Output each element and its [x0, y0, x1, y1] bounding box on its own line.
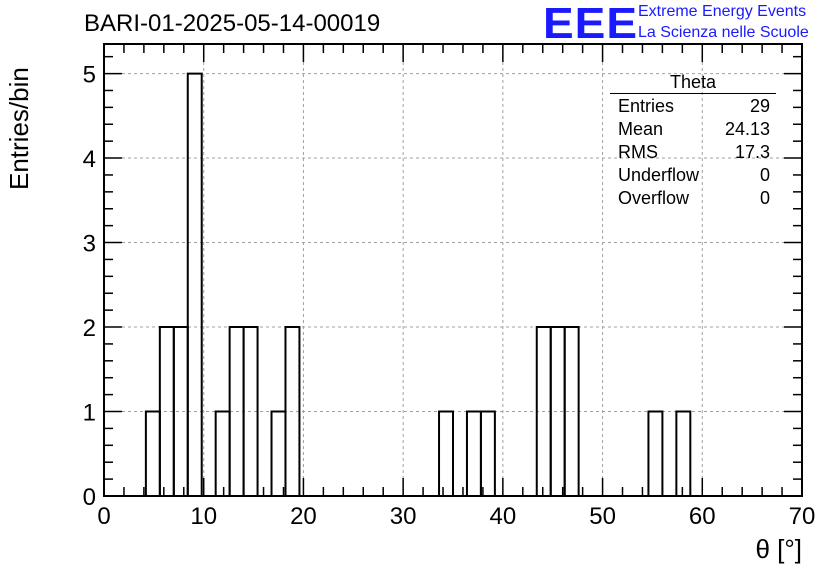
stats-label: Overflow	[618, 188, 690, 208]
stats-label: Mean	[618, 119, 664, 139]
stats-title: Theta	[610, 72, 776, 94]
stats-row-mean: Mean 24.13	[610, 118, 776, 141]
stats-value: 0	[759, 188, 770, 208]
histogram-bins	[144, 72, 692, 496]
x-tick-label: 50	[589, 503, 616, 530]
stats-value: 17.3	[734, 142, 770, 162]
stats-row-overflow: Overflow 0	[610, 187, 776, 210]
histogram-bin	[647, 410, 664, 496]
y-tick-label: 0	[83, 484, 96, 511]
stats-label: Underflow	[618, 165, 700, 185]
y-tick-label: 1	[83, 400, 96, 427]
y-tick-label: 2	[83, 315, 96, 342]
histogram-bin	[270, 410, 287, 496]
x-axis-label: θ [°]	[755, 534, 802, 564]
y-tick-label: 4	[83, 146, 96, 173]
logo-line-1: Extreme Energy Events	[638, 3, 807, 20]
histogram-bin	[144, 410, 161, 496]
eee-logo: EEE Extreme Energy Events La Scienza nel…	[543, 0, 833, 48]
y-tick-label: 3	[83, 231, 96, 258]
histogram-bin	[172, 326, 189, 496]
stats-value: 0	[759, 165, 770, 185]
histogram-bin	[479, 410, 496, 496]
x-tick-label: 30	[390, 503, 417, 530]
y-axis-label: Entries/bin	[4, 67, 34, 190]
stats-label: RMS	[618, 142, 658, 162]
histogram-bin	[438, 410, 454, 496]
x-tick-label: 20	[290, 503, 317, 530]
histogram-bin	[186, 72, 203, 496]
stats-value: 24.13	[724, 119, 770, 139]
logo-mark: EEE	[543, 0, 639, 48]
histogram-bin	[242, 326, 259, 496]
histogram-bin	[465, 410, 482, 496]
chart-title: BARI-01-2025-05-14-00019	[84, 10, 381, 37]
histogram-bin	[675, 410, 692, 496]
histogram-bin	[563, 326, 580, 496]
x-tick-label: 70	[789, 503, 816, 530]
plot-frame	[103, 43, 803, 497]
x-tick-label: 40	[490, 503, 517, 530]
stats-label: Entries	[618, 96, 675, 116]
histogram-bin	[214, 410, 231, 496]
x-tick-label: 10	[190, 503, 217, 530]
stats-row-entries: Entries 29	[610, 95, 776, 118]
logo-line-2: La Scienza nelle Scuole	[638, 24, 809, 41]
x-tick-label: 60	[689, 503, 716, 530]
y-tick-label: 5	[83, 62, 96, 89]
histogram-bin	[284, 326, 301, 496]
stats-box: Theta Entries 29 Mean 24.13 RMS 17.3 Und…	[610, 72, 776, 210]
x-tick-label: 0	[97, 503, 110, 530]
tick-labels: 0 10 20 30 40 50 60 70 0 1 2 3 4 5	[83, 62, 816, 530]
stats-value: 29	[749, 96, 770, 116]
stats-row-rms: RMS 17.3	[610, 141, 776, 164]
stats-row-underflow: Underflow 0	[610, 164, 776, 187]
